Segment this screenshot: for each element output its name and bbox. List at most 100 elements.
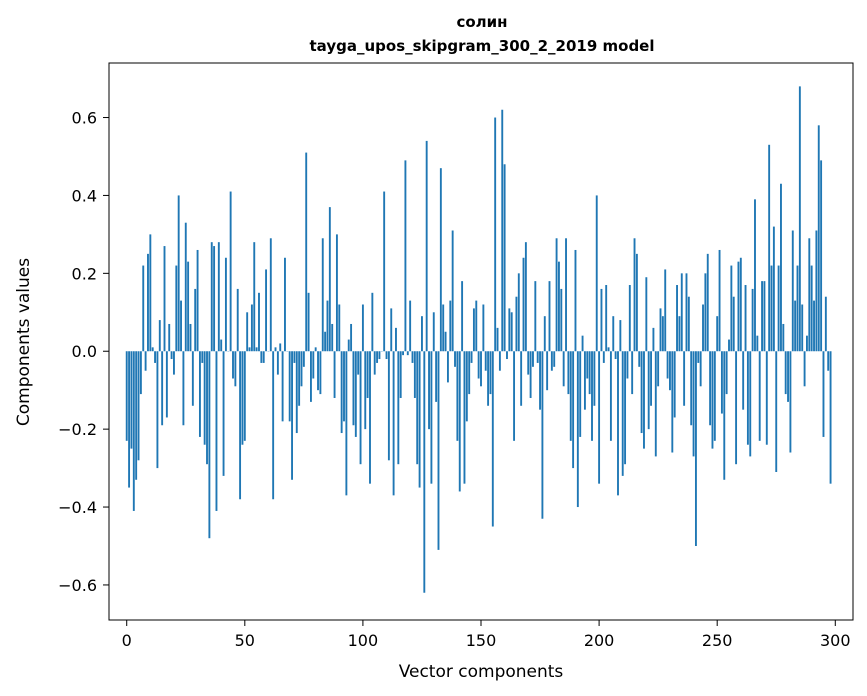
bar-177 (543, 316, 546, 352)
bar-3 (132, 351, 135, 511)
bar-241 (694, 351, 697, 546)
bar-187 (567, 351, 570, 395)
bar-103 (369, 351, 371, 484)
bar-217 (638, 351, 641, 367)
bar-53 (250, 304, 253, 352)
y-tick-label: 0.6 (72, 109, 97, 128)
bar-56 (258, 292, 260, 352)
bar-242 (697, 351, 700, 363)
bar-165 (515, 296, 518, 352)
bar-158 (498, 351, 501, 371)
bar-279 (784, 351, 787, 395)
bar-195 (586, 351, 589, 379)
bar-42 (224, 257, 227, 352)
bar-54 (253, 242, 256, 352)
bar-205 (609, 351, 612, 441)
bar-40 (220, 339, 223, 352)
bar-198 (593, 351, 596, 406)
bar-117 (402, 351, 404, 356)
bar-109 (383, 191, 386, 352)
bar-0 (125, 351, 128, 441)
bar-26 (187, 261, 190, 352)
bar-33 (203, 351, 206, 445)
bar-181 (553, 351, 556, 367)
bar-297 (827, 351, 830, 371)
bar-85 (326, 300, 329, 352)
bar-94 (347, 339, 350, 352)
y-axis-ticks: −0.6 −0.4 −0.2 0.0 0.2 0.4 0.6 (58, 109, 109, 595)
bar-50 (243, 351, 246, 441)
bar-95 (350, 323, 353, 352)
bar-89 (335, 234, 338, 352)
bar-112 (390, 308, 393, 352)
bar-82 (319, 351, 322, 395)
bar-78 (310, 351, 312, 402)
bar-225 (657, 351, 660, 387)
bar-183 (558, 261, 560, 352)
bar-22 (177, 195, 180, 352)
bar-129 (430, 351, 433, 484)
bar-49 (241, 351, 244, 445)
bar-120 (409, 300, 412, 352)
bar-248 (711, 351, 714, 449)
bar-289 (808, 238, 811, 352)
bar-199 (595, 195, 598, 352)
bar-175 (539, 351, 541, 410)
bar-291 (813, 300, 815, 352)
bar-41 (222, 351, 225, 476)
bar-230 (669, 351, 671, 391)
bar-174 (536, 351, 539, 363)
bar-58 (262, 351, 265, 363)
bar-113 (392, 351, 395, 496)
bar-73 (298, 351, 301, 406)
bar-298 (829, 351, 832, 484)
bar-136 (446, 351, 449, 383)
bar-203 (605, 285, 608, 352)
bar-126 (423, 351, 426, 593)
bar-236 (683, 351, 686, 406)
bar-287 (803, 351, 806, 387)
bar-15 (161, 351, 164, 426)
bar-90 (338, 304, 341, 352)
bar-30 (196, 249, 199, 352)
bar-86 (328, 207, 331, 352)
bar-98 (357, 351, 360, 375)
bar-171 (529, 351, 532, 398)
bar-38 (215, 351, 218, 511)
bar-32 (201, 351, 204, 363)
y-tick-label: 0.4 (72, 186, 97, 205)
bar-229 (666, 351, 669, 379)
bar-273 (770, 265, 773, 352)
bar-11 (151, 347, 154, 352)
bar-61 (269, 238, 272, 352)
bar-137 (449, 300, 452, 352)
bar-104 (371, 292, 374, 352)
bar-7 (142, 265, 145, 352)
bar-208 (617, 351, 619, 496)
bar-244 (702, 304, 704, 352)
bar-206 (612, 316, 615, 352)
bar-14 (158, 320, 161, 352)
bar-19 (170, 351, 173, 360)
bar-146 (470, 351, 473, 363)
bar-179 (548, 281, 551, 352)
bar-226 (659, 308, 662, 352)
bar-216 (635, 253, 638, 352)
bar-123 (416, 351, 419, 465)
bar-23 (180, 300, 182, 352)
bar-132 (437, 351, 440, 550)
bar-65 (279, 343, 282, 352)
bar-228 (664, 269, 667, 352)
bar-209 (619, 320, 622, 352)
bar-167 (520, 351, 523, 406)
bar-269 (761, 281, 764, 352)
bar-157 (496, 327, 499, 352)
bar-292 (815, 230, 818, 352)
bar-210 (621, 351, 624, 476)
bar-268 (758, 351, 761, 441)
bar-285 (798, 86, 801, 352)
bar-34 (206, 351, 208, 465)
bar-28 (191, 351, 194, 406)
bar-116 (399, 351, 402, 398)
